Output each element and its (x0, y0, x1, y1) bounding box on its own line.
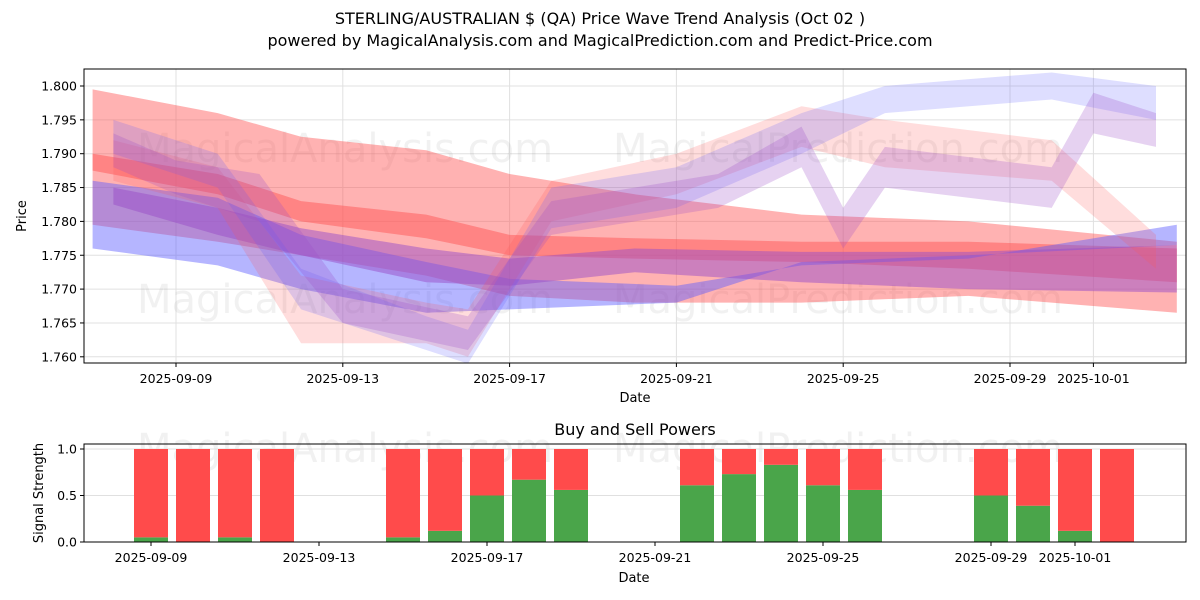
y-tick-label: 1.790 (41, 146, 77, 161)
x-tick-label: 2025-09-25 (787, 550, 860, 565)
x-tick-label: 2025-09-13 (306, 371, 379, 386)
x-tick-label: 2025-09-09 (140, 371, 213, 386)
x-tick-label: 2025-09-21 (640, 371, 713, 386)
y-tick-label: 1.795 (41, 112, 77, 127)
buy-bar (470, 495, 504, 542)
x-tick-label: 2025-09-21 (619, 550, 692, 565)
wave-light-red-1-band (113, 106, 1156, 357)
buy-bar (386, 537, 420, 542)
y-tick-label: 1.785 (41, 180, 77, 195)
y-tick-label: 1.765 (41, 315, 77, 330)
wave-light-purple-1-band (113, 92, 1156, 351)
sell-bar (176, 449, 210, 542)
chart-title: STERLING/AUSTRALIAN $ (QA) Price Wave Tr… (334, 9, 866, 28)
sell-bar (428, 449, 462, 531)
sell-bar (764, 449, 798, 465)
sell-bar (1058, 449, 1092, 531)
price-y-axis-label: Price (15, 200, 30, 232)
watermark-text: MagicalAnalysis.com (137, 277, 553, 323)
sell-bar (554, 449, 588, 490)
signal-y-ticks: 0.0 0.5 1.0 (57, 442, 84, 550)
watermark-text: MagicalAnalysis.com (137, 126, 553, 172)
price-y-ticks: 1.760 1.765 1.770 1.775 1.780 1.785 1.790 1.795… (41, 79, 84, 364)
x-tick-label: 2025-09-13 (283, 550, 356, 565)
x-tick-label: 2025-09-29 (974, 371, 1047, 386)
wave-purple-1-band (113, 187, 1177, 293)
signal-x-axis-label: Date (618, 571, 649, 586)
y-tick-label: 1.800 (41, 79, 77, 94)
sell-bar (386, 449, 420, 538)
signal-chart: Buy and Sell Powers MagicalAnalysis.com … (32, 420, 1187, 586)
y-tick-label: 1.0 (57, 442, 77, 457)
y-tick-label: 0.5 (57, 488, 77, 503)
wave-red-2-band (92, 153, 1177, 283)
x-tick-label: 2025-09-29 (955, 550, 1028, 565)
buy-bar (680, 485, 714, 542)
y-tick-label: 1.760 (41, 349, 77, 364)
sell-bar (680, 449, 714, 486)
signal-chart-title: Buy and Sell Powers (554, 420, 716, 439)
signal-x-ticks: 2025-09-09 2025-09-13 2025-09-17 2025-09-21… (115, 542, 1112, 565)
x-tick-label: 2025-10-01 (1057, 371, 1130, 386)
buy-bar (848, 489, 882, 542)
price-chart: MagicalAnalysis.com MagicalPrediction.co… (15, 68, 1187, 406)
buy-bar (722, 474, 756, 542)
watermark-text: MagicalPrediction.com (613, 126, 1063, 172)
buy-bar (1016, 505, 1050, 542)
x-tick-label: 2025-10-01 (1039, 550, 1112, 565)
buy-bar (806, 485, 840, 542)
x-tick-label: 2025-09-17 (451, 550, 524, 565)
signal-y-axis-label: Signal Strength (32, 443, 47, 543)
sell-bar (1016, 449, 1050, 506)
signal-bars (134, 449, 1134, 542)
buy-bar (428, 530, 462, 542)
price-x-axis-label: Date (619, 391, 650, 406)
price-axes-frame (83, 68, 1187, 364)
sell-bar (1100, 449, 1134, 542)
signal-axes-frame (83, 443, 1187, 543)
buy-bar (764, 464, 798, 542)
buy-bar (512, 479, 546, 542)
x-tick-label: 2025-09-17 (473, 371, 546, 386)
sell-bar (218, 449, 252, 538)
price-x-ticks: 2025-09-09 2025-09-13 2025-09-17 2025-09-21… (140, 363, 1130, 386)
sell-bar (512, 449, 546, 480)
price-wave-bands (92, 72, 1177, 364)
buy-bar (218, 537, 252, 542)
chart-subtitle: powered by MagicalAnalysis.com and Magic… (267, 31, 933, 50)
sell-bar (848, 449, 882, 490)
sell-bar (260, 449, 294, 542)
buy-bar (554, 489, 588, 542)
x-tick-label: 2025-09-25 (807, 371, 880, 386)
buy-bar (974, 495, 1008, 542)
y-tick-label: 1.775 (41, 248, 77, 263)
y-tick-label: 1.770 (41, 282, 77, 297)
sell-bar (722, 449, 756, 475)
buy-bar (1058, 530, 1092, 542)
x-tick-label: 2025-09-09 (115, 550, 188, 565)
sell-bar (974, 449, 1008, 496)
y-tick-label: 1.780 (41, 214, 77, 229)
sell-bar (470, 449, 504, 496)
y-tick-label: 0.0 (57, 535, 77, 550)
wave-blue-1-band (92, 180, 1177, 313)
sell-bar (806, 449, 840, 486)
sell-bar (134, 449, 168, 538)
buy-bar (134, 537, 168, 542)
